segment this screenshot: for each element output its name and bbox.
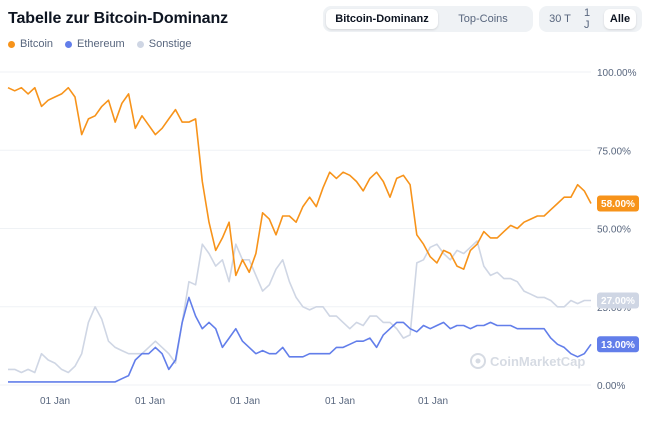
chart-type-toggle: Bitcoin-Dominanz Top-Coins xyxy=(323,6,533,32)
x-tick-label: 01 Jan xyxy=(230,396,260,407)
time-range-toggle: 30 T 1 J Alle xyxy=(539,6,642,32)
tab-top-coins[interactable]: Top-Coins xyxy=(458,13,508,25)
end-label-ethereum: 13.00% xyxy=(597,336,639,353)
end-label-text: 58.00% xyxy=(601,199,635,210)
legend-item-ethereum[interactable]: Ethereum xyxy=(65,38,125,50)
series-lines xyxy=(7,86,592,383)
end-label-background xyxy=(597,336,639,353)
end-label-others: 27.00% xyxy=(597,292,639,309)
end-label-background xyxy=(597,195,639,212)
coinmarketcap-logo-icon xyxy=(470,353,486,369)
end-label-text: 27.00% xyxy=(601,296,635,307)
y-tick-label: 75.00% xyxy=(597,146,631,157)
y-tick-label: 100.00% xyxy=(597,68,637,79)
legend-item-bitcoin[interactable]: Bitcoin xyxy=(8,38,53,50)
chart-legend: Bitcoin Ethereum Sonstige xyxy=(8,38,192,50)
y-tick-label: 0.00% xyxy=(597,381,625,392)
page-title: Tabelle zur Bitcoin-Dominanz xyxy=(8,10,229,27)
legend-label-ethereum: Ethereum xyxy=(77,38,125,50)
legend-dot-icon xyxy=(65,40,73,48)
legend-label-others: Sonstige xyxy=(148,38,192,50)
tab-bitcoin-dominance[interactable]: Bitcoin-Dominanz xyxy=(326,9,438,29)
end-label-text: 13.00% xyxy=(601,340,635,351)
coinmarketcap-logo-dot xyxy=(475,358,481,364)
end-label-background xyxy=(597,292,639,309)
legend-dot-icon xyxy=(8,40,15,48)
x-tick-label: 01 Jan xyxy=(325,396,355,407)
x-tick-label: 01 Jan xyxy=(135,396,165,407)
range-all-button[interactable]: Alle xyxy=(604,9,636,29)
y-tick-label: 50.00% xyxy=(597,225,631,236)
series-line-bitcoin xyxy=(7,86,592,277)
series-line-ethereum xyxy=(8,296,592,383)
legend-item-others[interactable]: Sonstige xyxy=(136,38,192,50)
legend-label-bitcoin: Bitcoin xyxy=(20,38,54,50)
watermark-text: CoinMarketCap xyxy=(490,354,585,369)
series-line-others xyxy=(8,240,591,374)
range-1y-button[interactable]: 1 J xyxy=(584,7,591,31)
legend-dot-icon xyxy=(136,40,144,48)
range-30d-button[interactable]: 30 T xyxy=(549,13,571,25)
end-label-bitcoin: 58.00% xyxy=(597,195,639,212)
grid-lines xyxy=(0,71,591,386)
watermark: CoinMarketCap xyxy=(470,353,585,369)
x-tick-label: 01 Jan xyxy=(40,396,70,407)
x-axis-ticks: 01 Jan 01 Jan 01 Jan 01 Jan 01 Jan xyxy=(40,396,448,407)
end-labels: 58.00% 27.00% 13.00% xyxy=(597,195,639,353)
x-tick-label: 01 Jan xyxy=(418,396,448,407)
